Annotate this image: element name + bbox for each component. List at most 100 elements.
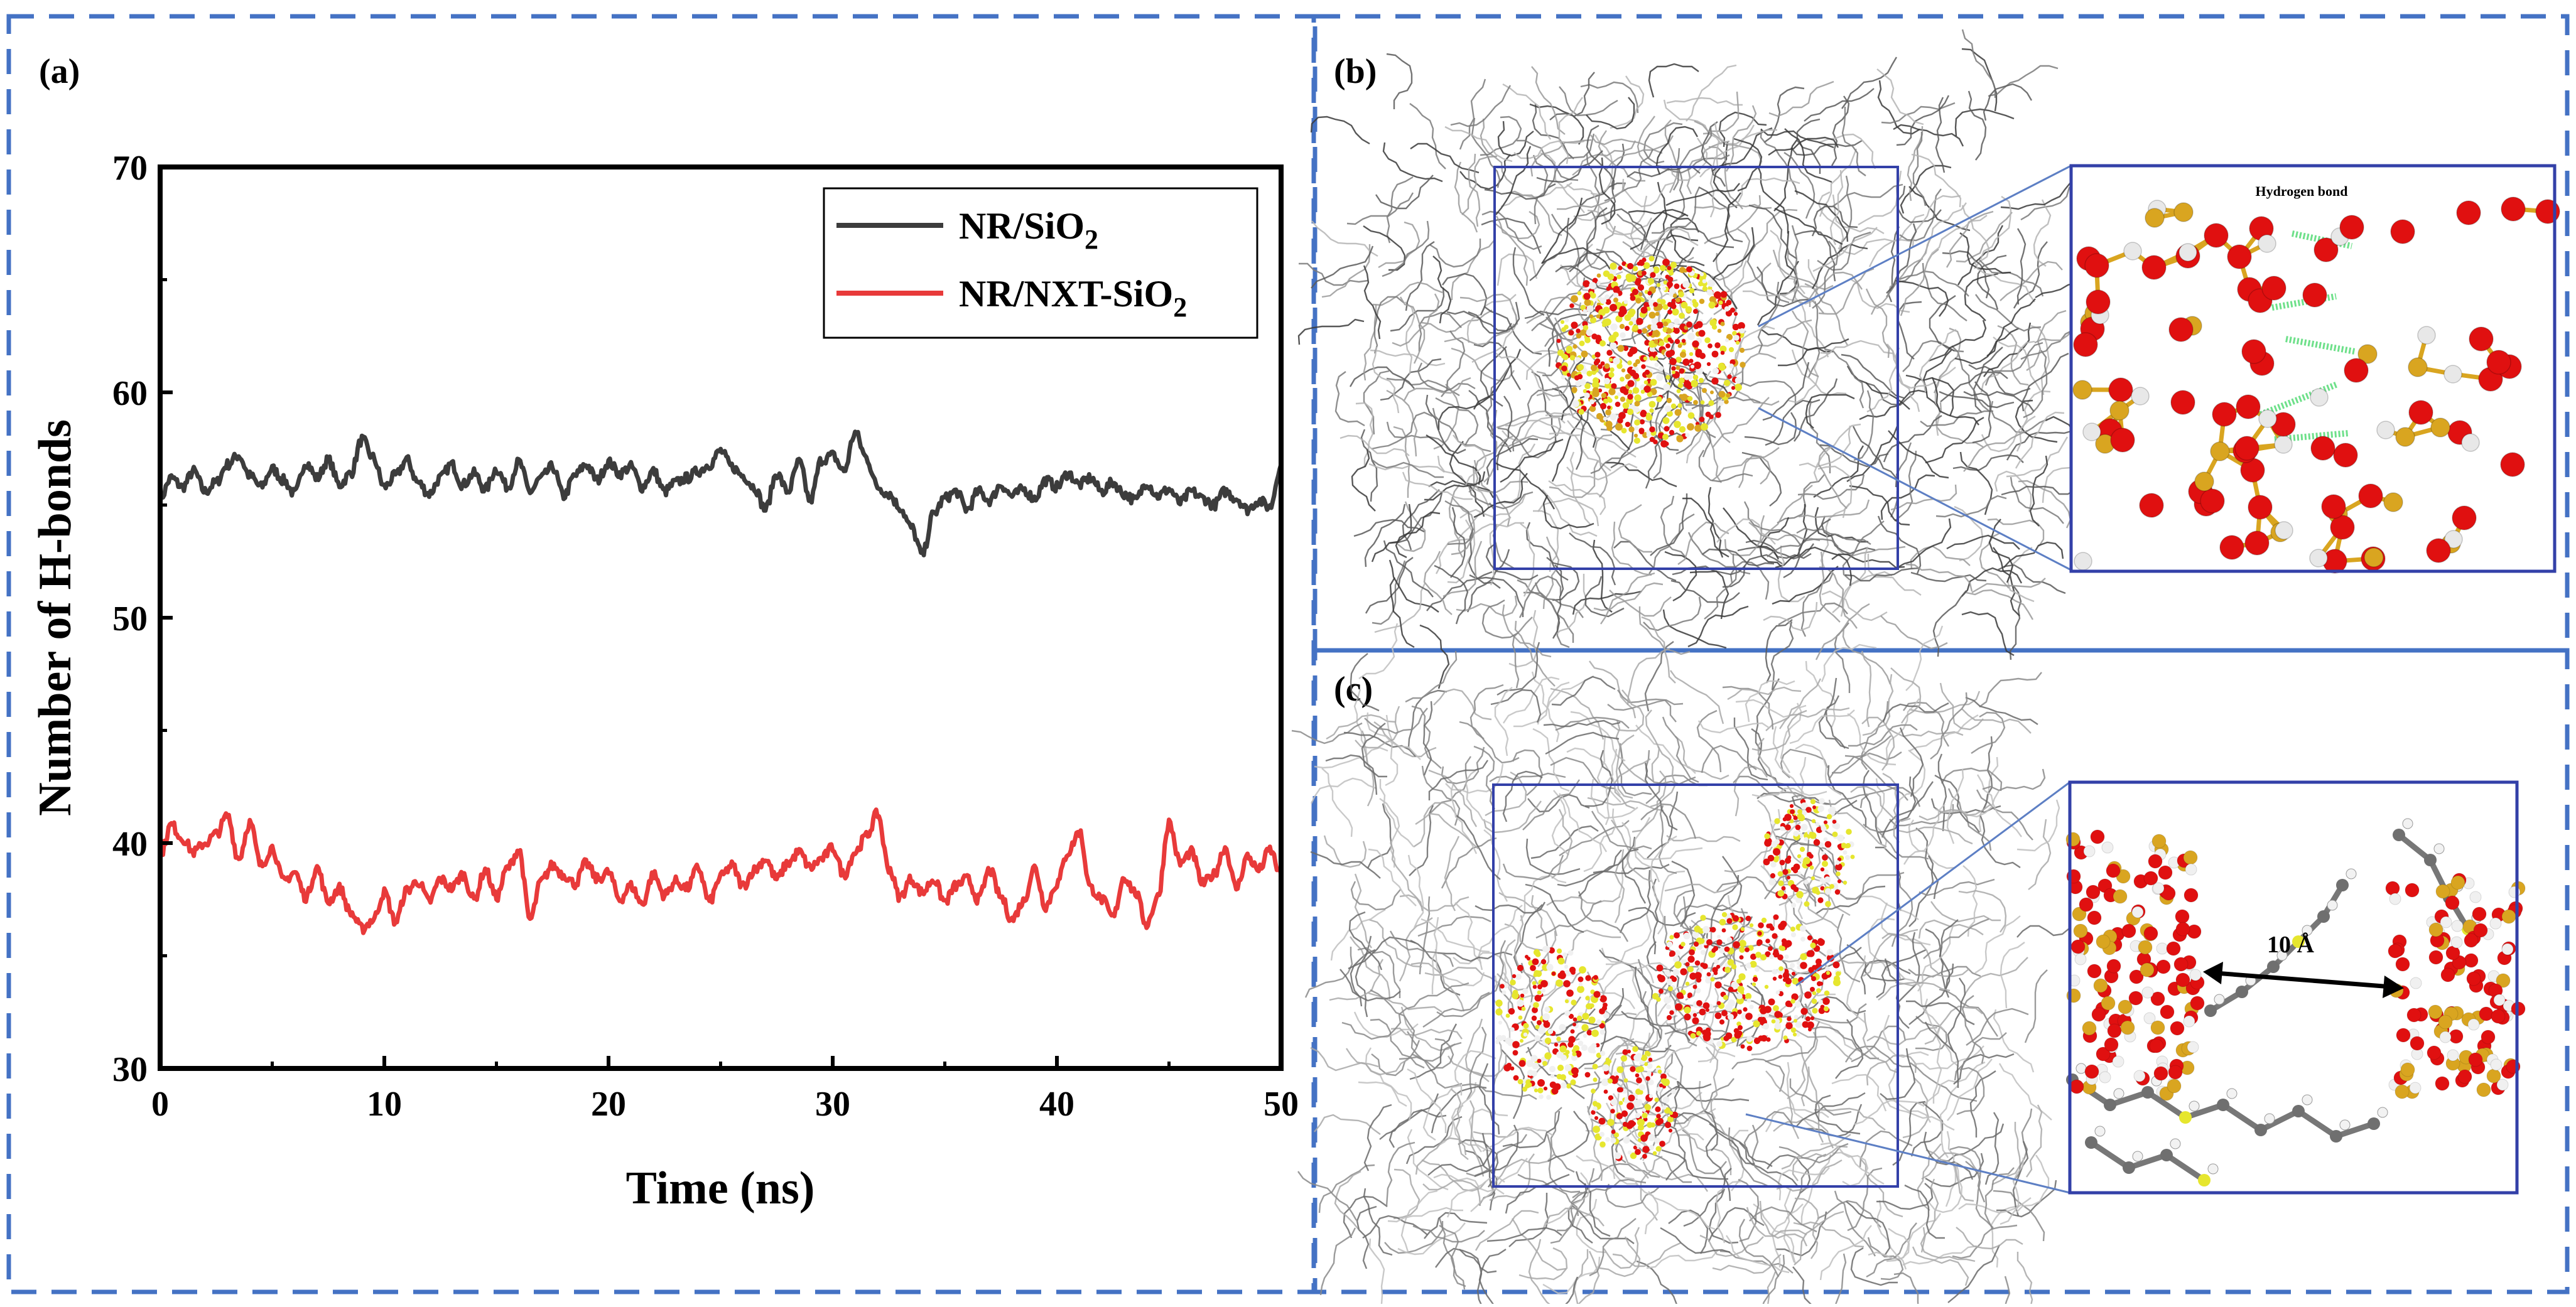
polymer-chain <box>1595 435 1612 497</box>
atom <box>1663 1097 1670 1104</box>
atom <box>1686 321 1692 328</box>
atom <box>2469 327 2493 351</box>
atom <box>1646 414 1653 421</box>
atom <box>1544 1087 1547 1090</box>
atom <box>1800 1008 1807 1014</box>
atom <box>1594 1116 1598 1120</box>
atom <box>1571 321 1578 328</box>
atom <box>1699 299 1705 304</box>
atom <box>1694 926 1701 933</box>
atom <box>1621 368 1625 372</box>
atom <box>1726 918 1732 923</box>
atom <box>1544 1021 1550 1028</box>
atom <box>2429 923 2443 937</box>
atom <box>1727 937 1732 942</box>
atom <box>2472 907 2486 921</box>
atom <box>1729 363 1734 368</box>
atom <box>2079 898 2093 912</box>
atom <box>1538 1027 1545 1035</box>
atom <box>2431 418 2450 437</box>
panel-label-c: (c) <box>1334 670 1373 709</box>
atom <box>1663 417 1670 424</box>
atom <box>1591 365 1597 371</box>
atom <box>1692 1017 1699 1024</box>
polymer-chain <box>2013 1109 2032 1181</box>
atom <box>2074 924 2087 938</box>
atom <box>1576 357 1581 362</box>
atom <box>1599 995 1607 1003</box>
atom <box>1688 412 1695 419</box>
atom <box>1561 365 1567 372</box>
atom <box>1764 1006 1772 1013</box>
atom <box>2071 940 2085 954</box>
y-axis-label: Number of H-bonds <box>30 419 81 816</box>
atom <box>1778 871 1783 877</box>
atom <box>1768 999 1775 1006</box>
atom <box>1699 939 1705 944</box>
atom <box>1593 1101 1598 1106</box>
atom <box>1691 365 1694 368</box>
atom <box>1577 986 1584 993</box>
polymer-chain <box>1410 1024 1456 1079</box>
atom <box>1495 1008 1502 1015</box>
atom <box>1763 1023 1769 1030</box>
atom <box>1667 309 1672 315</box>
atom <box>2140 963 2154 977</box>
atom <box>1728 959 1734 966</box>
atom <box>1678 344 1682 348</box>
polymer-chain <box>1533 729 1569 791</box>
atom <box>1635 1073 1640 1078</box>
atom <box>1727 374 1731 379</box>
polymer-chain <box>1529 1239 1554 1304</box>
atom <box>1846 843 1851 848</box>
atom <box>2189 1101 2199 1111</box>
atom <box>1792 972 1795 976</box>
atom <box>1635 426 1639 431</box>
atom <box>2410 1082 2421 1094</box>
atom <box>1785 978 1792 984</box>
atom <box>1653 339 1659 344</box>
atom <box>2340 1120 2350 1130</box>
polymer-chain <box>1955 1033 2006 1080</box>
atom <box>1693 375 1699 380</box>
atom <box>2184 888 2198 902</box>
atom <box>2118 1000 2132 1014</box>
atom <box>1711 927 1716 933</box>
polymer-chain <box>1906 375 1954 416</box>
atom <box>2487 350 2511 374</box>
atom <box>2322 495 2346 519</box>
atom <box>1583 293 1590 299</box>
polymer-chain <box>1405 651 1456 702</box>
atom <box>1619 1101 1623 1105</box>
atom <box>1569 303 1574 308</box>
atom <box>2336 879 2349 891</box>
atom <box>1684 933 1691 940</box>
atom <box>1656 1087 1661 1092</box>
atom <box>1816 890 1820 895</box>
atom <box>1780 860 1785 866</box>
atom <box>1773 1005 1779 1011</box>
atom <box>1545 1038 1551 1044</box>
atom <box>2167 1079 2181 1093</box>
atom <box>1550 1074 1555 1078</box>
polymer-chain <box>1935 775 1979 832</box>
atom <box>1650 379 1657 386</box>
atom <box>1810 866 1814 870</box>
polymer-chain <box>1772 566 1838 604</box>
polymer-chain <box>1712 128 1772 171</box>
atom <box>1654 1097 1659 1102</box>
atom <box>1635 279 1641 286</box>
polymer-chain <box>1761 129 1797 195</box>
polymer-chain <box>1586 97 1634 129</box>
atom <box>1564 1010 1570 1016</box>
polymer-chain <box>1499 893 1557 936</box>
atom <box>2236 395 2260 419</box>
polymer-chain <box>1666 227 1734 247</box>
atom <box>1684 380 1691 388</box>
atom <box>1623 1136 1630 1143</box>
atom <box>1609 358 1613 362</box>
atom <box>1733 915 1739 922</box>
atom <box>1804 879 1809 885</box>
atom <box>1783 1035 1787 1040</box>
polymer-chain <box>1599 950 1652 999</box>
